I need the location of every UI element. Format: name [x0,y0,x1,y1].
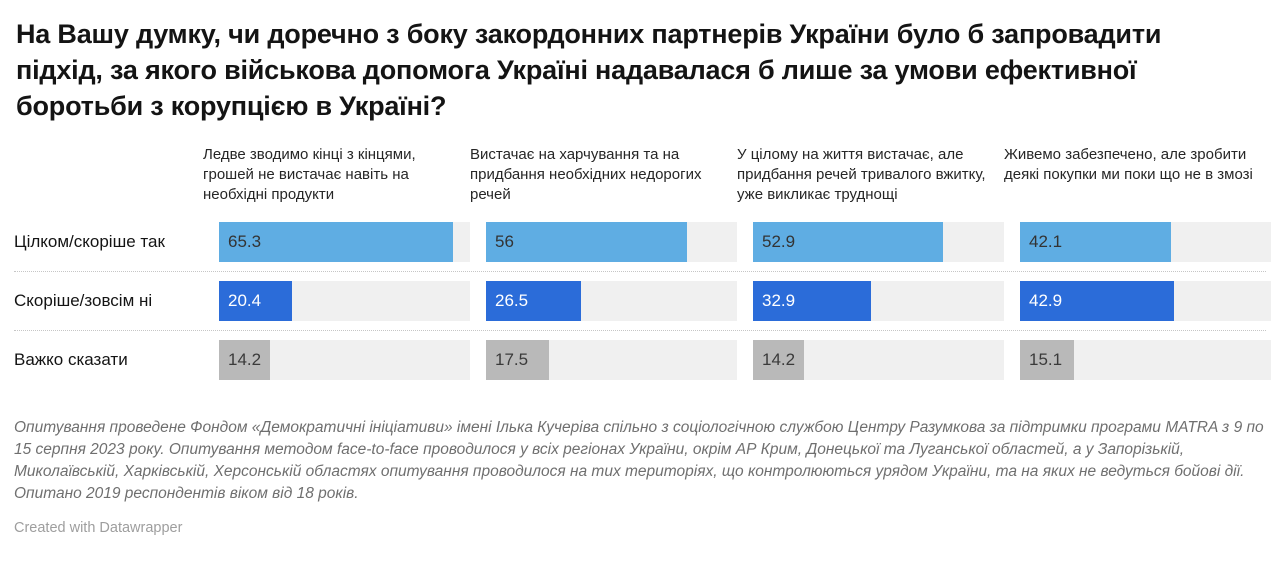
row-label: Цілком/скоріше так [14,231,165,251]
bar-table-chart: Ледве зводимо кінці з кінцями, грошей не… [14,145,1271,389]
bar-value: 14.2 [228,349,262,369]
bar-value: 56 [495,231,514,251]
chart-row: Цілком/скоріше так 65.3 56 52.9 42.1 [14,213,1271,271]
bar: 32.9 [753,280,871,321]
bar-track: 15.1 [1020,339,1271,380]
bar-value: 20.4 [228,290,262,310]
datawrapper-credit: Created with Datawrapper [14,520,183,537]
bar-value: 42.9 [1029,290,1063,310]
bar-value: 26.5 [495,290,529,310]
bar-value: 42.1 [1029,231,1063,251]
row-label: Скоріше/зовсім ні [14,290,153,310]
bar: 17.5 [486,339,549,380]
bar-track: 56 [486,221,737,262]
bar-value: 15.1 [1029,349,1063,369]
bar: 14.2 [219,339,270,380]
bar-track: 20.4 [219,280,470,321]
bar-track: 17.5 [486,339,737,380]
row-label: Важко сказати [14,349,128,369]
bar: 14.2 [753,339,804,380]
bar-track: 42.9 [1020,280,1271,321]
notes: Опитування проведене Фондом «Демократичн… [14,418,1264,502]
chart-title: На Вашу думку, чи доречно з боку закордо… [16,19,1162,122]
bar: 15.1 [1020,339,1075,380]
bar: 26.5 [486,280,582,321]
bar-value: 65.3 [228,231,262,251]
column-header: Ледве зводимо кінці з кінцями, грошей не… [203,145,416,203]
bar-value: 14.2 [762,349,796,369]
header-row: Ледве зводимо кінці з кінцями, грошей не… [203,145,1266,205]
bar: 42.9 [1020,280,1174,321]
bar: 65.3 [219,221,454,262]
chart-rows: Цілком/скоріше так 65.3 56 52.9 42.1 Скоріше/… [14,213,1271,389]
bar-value: 32.9 [762,290,796,310]
column-header: Вистачає на харчування та на придбання н… [470,145,702,203]
bar: 52.9 [753,221,943,262]
bar-track: 14.2 [753,339,1004,380]
bar-track: 32.9 [753,280,1004,321]
column-header: Живемо забезпечено, але зробити деякі по… [1004,145,1253,183]
bar: 20.4 [219,280,293,321]
bar-track: 42.1 [1020,221,1271,262]
bar-track: 26.5 [486,280,737,321]
chart-row: Скоріше/зовсім ні 20.4 26.5 32.9 42.9 [14,270,1271,330]
bar-value: 52.9 [762,231,796,251]
column-header: У цілому на життя вистачає, але придбанн… [737,145,986,203]
bar-track: 65.3 [219,221,470,262]
chart-row: Важко сказати 14.2 17.5 14.2 15.1 [14,329,1271,389]
bar-value: 17.5 [495,349,529,369]
bar-track: 14.2 [219,339,470,380]
bar: 56 [486,221,687,262]
bar: 42.1 [1020,221,1171,262]
bar-track: 52.9 [753,221,1004,262]
